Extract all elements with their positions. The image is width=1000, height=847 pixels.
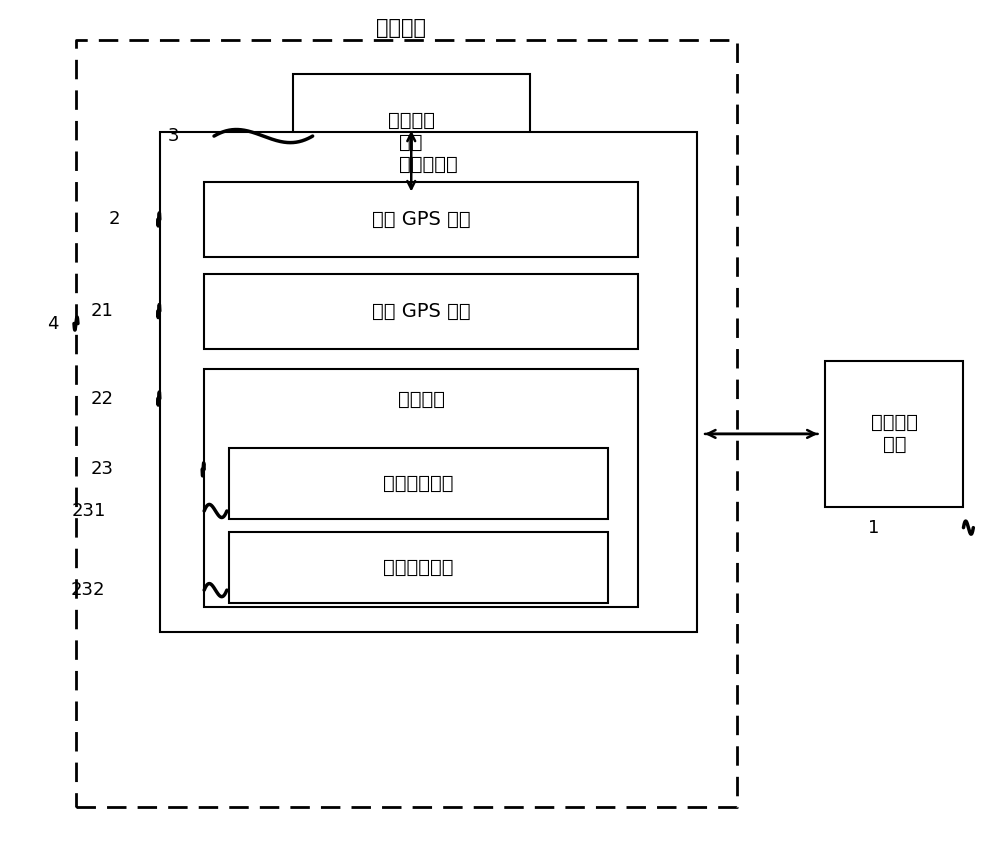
Text: 231: 231 bbox=[71, 502, 106, 520]
Text: 第二 GPS 天线: 第二 GPS 天线 bbox=[372, 302, 470, 320]
Text: 232: 232 bbox=[71, 581, 106, 599]
Text: 21: 21 bbox=[91, 302, 113, 320]
Text: 定向接收机: 定向接收机 bbox=[399, 155, 458, 174]
Text: 北斗导航
系统: 北斗导航 系统 bbox=[871, 413, 918, 454]
Bar bbox=[204, 369, 638, 606]
Text: 1: 1 bbox=[868, 518, 880, 537]
Text: 3: 3 bbox=[168, 127, 180, 145]
Text: 计算模块: 计算模块 bbox=[398, 390, 445, 409]
Bar bbox=[160, 132, 697, 632]
Bar bbox=[825, 361, 963, 507]
Bar bbox=[293, 74, 530, 191]
Text: 22: 22 bbox=[90, 390, 113, 407]
Text: 人机交互
设备: 人机交互 设备 bbox=[388, 112, 435, 152]
Bar bbox=[229, 449, 608, 519]
Text: 2: 2 bbox=[109, 210, 120, 229]
Text: 23: 23 bbox=[90, 460, 113, 479]
Bar bbox=[229, 532, 608, 602]
Bar bbox=[204, 274, 638, 348]
Text: 深度计算模块: 深度计算模块 bbox=[383, 474, 454, 494]
Text: 第一 GPS 天线: 第一 GPS 天线 bbox=[372, 210, 470, 229]
Text: 4: 4 bbox=[47, 314, 58, 333]
Text: 桩机设备: 桩机设备 bbox=[376, 18, 426, 38]
Bar bbox=[204, 182, 638, 257]
Text: 速度计算模块: 速度计算模块 bbox=[383, 557, 454, 577]
